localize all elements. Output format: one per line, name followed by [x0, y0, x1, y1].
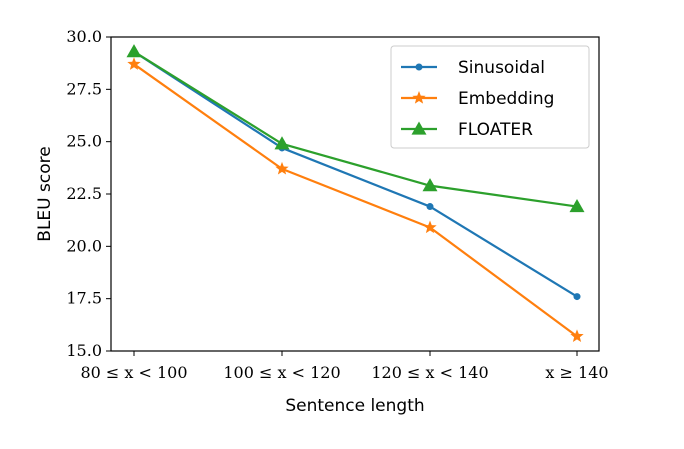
x-tick-label: x ≥ 140 — [545, 363, 608, 382]
series-line — [133, 63, 578, 338]
data-point — [275, 161, 289, 175]
x-axis: 80 ≤ x < 100 100 ≤ x < 120 120 ≤ x < 140 x … — [80, 351, 609, 382]
y-axis-label: BLEU score — [35, 146, 55, 241]
x-tick-label: 80 ≤ x < 100 — [80, 363, 187, 382]
y-axis: 15.0 17.5 20.0 22.5 25.0 27.5 30.0 — [66, 27, 111, 360]
legend-marker — [415, 63, 423, 71]
series-layer — [126, 44, 585, 343]
x-tick-label: 100 ≤ x < 120 — [223, 363, 340, 382]
legend-box — [390, 45, 590, 149]
series-floater — [126, 44, 585, 213]
y-tick-label: 22.5 — [66, 184, 102, 203]
y-tick-label: 25.0 — [66, 132, 102, 151]
legend-marker — [411, 121, 427, 135]
data-point — [422, 178, 438, 192]
data-point — [570, 329, 584, 343]
legend-item-floater: FLOATER — [401, 120, 533, 140]
data-point — [274, 136, 290, 150]
series-embedding — [127, 57, 584, 343]
y-tick-label: 20.0 — [66, 236, 102, 255]
legend: Sinusoidal Embedding FLOATER — [390, 45, 590, 149]
series-line — [133, 50, 578, 298]
legend-marker — [412, 91, 426, 104]
x-axis-label: Sentence length — [285, 396, 424, 416]
data-point — [426, 203, 434, 211]
y-tick-label: 27.5 — [66, 79, 102, 98]
x-tick-label: 120 ≤ x < 140 — [371, 363, 488, 382]
data-point — [127, 57, 141, 70]
y-tick-label: 30.0 — [66, 27, 102, 46]
data-point — [126, 44, 142, 58]
legend-item-sinusoidal: Sinusoidal — [401, 58, 545, 78]
legend-item-embedding: Embedding — [401, 89, 554, 109]
legend-label: FLOATER — [458, 120, 533, 140]
data-point — [569, 199, 585, 213]
legend-label: Embedding — [458, 89, 554, 109]
legend-label: Sinusoidal — [458, 58, 545, 78]
data-point — [573, 293, 581, 301]
y-tick-label: 17.5 — [66, 289, 102, 308]
y-tick-label: 15.0 — [66, 341, 102, 360]
data-point — [423, 220, 437, 234]
series-line — [133, 50, 578, 208]
